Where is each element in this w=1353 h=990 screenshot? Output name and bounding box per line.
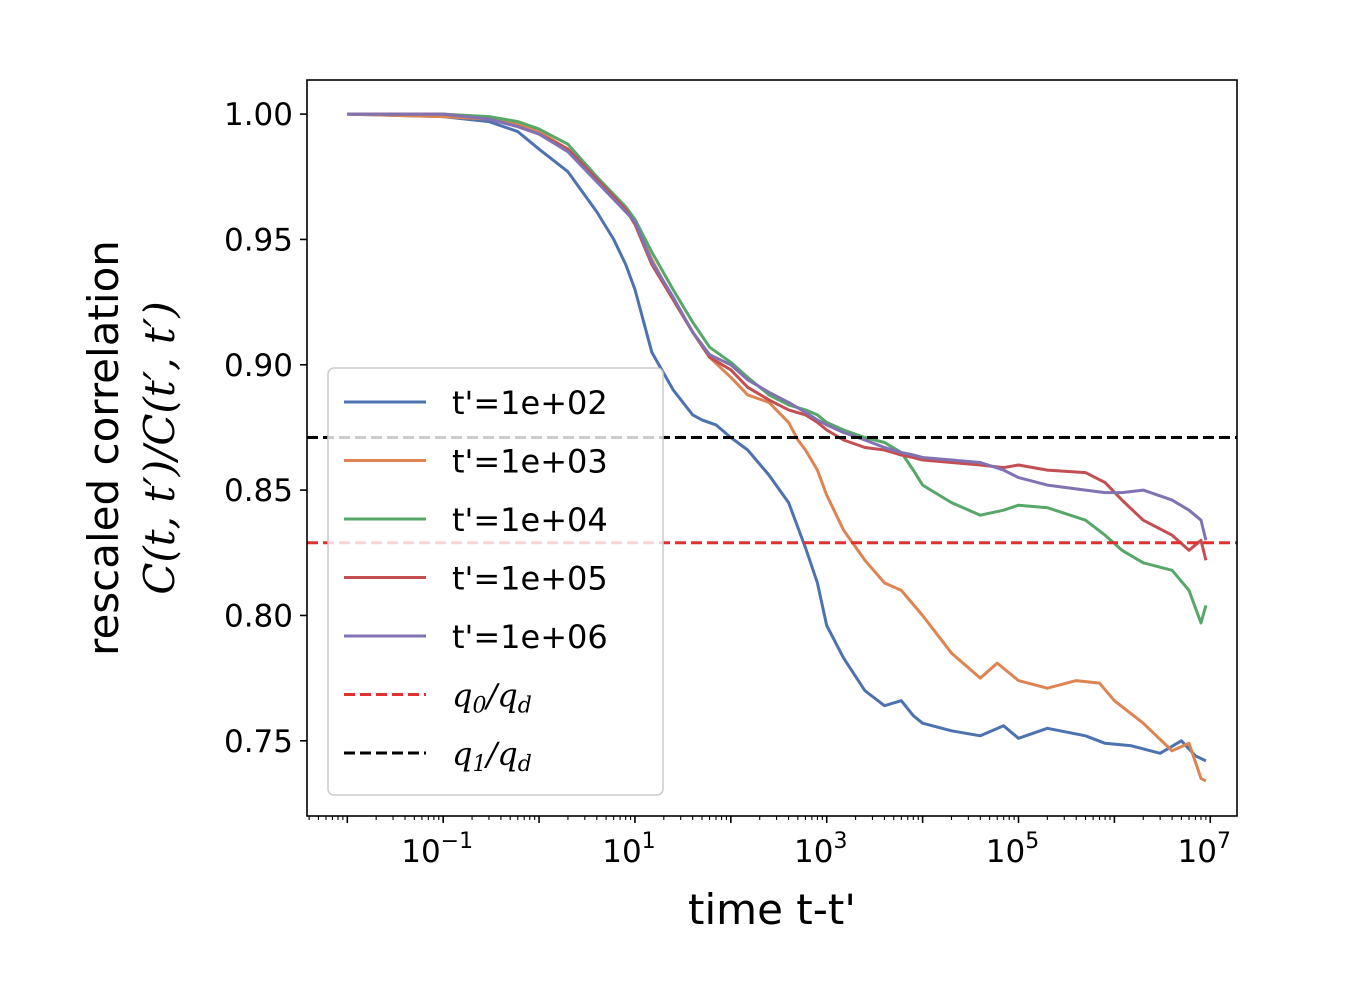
x-axis-label: time t-t' xyxy=(688,885,856,934)
y-axis-label-line2: C(t, t′)/C(t′, t′) xyxy=(135,301,184,595)
x-tick-label-0: 10−1 xyxy=(401,829,473,870)
legend-label-1: t'=1e+03 xyxy=(452,443,608,481)
series-line-2 xyxy=(347,112,1208,625)
y-tick-label-0: 0.75 xyxy=(224,724,293,760)
x-tick-label-4: 107 xyxy=(1178,829,1231,870)
y-tick-label-5: 1.00 xyxy=(224,97,293,133)
legend-label-5: q0/qd xyxy=(452,677,532,719)
x-tick-label-2: 103 xyxy=(794,829,847,870)
x-axis-ticks: 10−1 101 103 105 107 xyxy=(308,816,1231,870)
legend-box xyxy=(327,367,664,796)
series-line-3 xyxy=(347,112,1208,561)
legend-label-4: t'=1e+06 xyxy=(452,618,608,656)
legend-label-6: q1/qd xyxy=(452,735,532,777)
y-tick-label-3: 0.90 xyxy=(224,348,293,384)
series-line-4 xyxy=(347,112,1208,541)
y-axis-label-group: rescaled correlation xyxy=(79,240,128,656)
legend-label-0: t'=1e+02 xyxy=(452,384,608,422)
x-tick-label-1: 101 xyxy=(602,829,655,870)
legend-label-2: t'=1e+04 xyxy=(452,501,608,539)
y-tick-label-2: 0.85 xyxy=(224,473,293,509)
plot-frame xyxy=(306,79,1238,817)
y-tick-label-4: 0.95 xyxy=(224,222,293,258)
legend-entries: t'=1e+02 t'=1e+03 t'=1e+04 t'=1e+05 t'=1e+06… xyxy=(344,384,608,777)
legend-label-3: t'=1e+05 xyxy=(452,560,608,598)
x-tick-label-3: 105 xyxy=(986,829,1039,870)
series-line-0 xyxy=(347,112,1207,763)
y-axis-label-line1: rescaled correlation xyxy=(79,240,128,656)
legend: t'=1e+02 t'=1e+03 t'=1e+04 t'=1e+05 t'=1e+06… xyxy=(327,367,664,796)
y-tick-label-1: 0.80 xyxy=(224,598,293,634)
y-axis-ticks: 0.75 0.80 0.85 0.90 0.95 1.00 xyxy=(224,97,307,760)
y-axis-label-group-2: C(t, t′)/C(t′, t′) xyxy=(135,301,184,595)
